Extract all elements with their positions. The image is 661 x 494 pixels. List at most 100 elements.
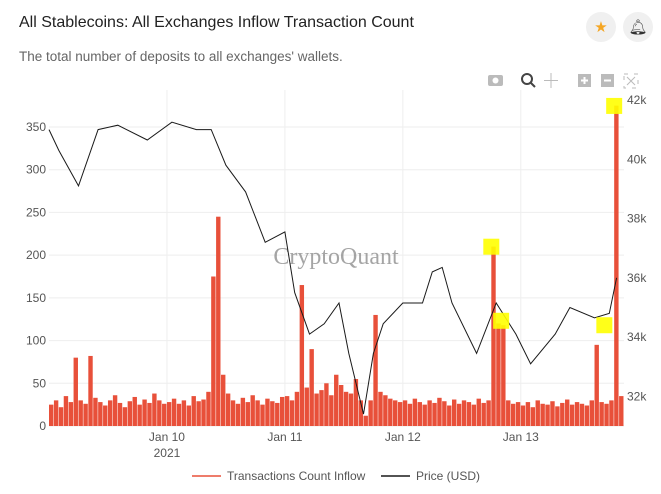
inflow-bar	[545, 404, 550, 426]
y-left-tick-label: 50	[33, 376, 47, 390]
y-left-tick-label: 0	[39, 419, 46, 433]
inflow-bar	[78, 400, 83, 426]
inflow-bar	[68, 402, 74, 426]
zoom-icon[interactable]	[521, 73, 536, 88]
inflow-bar	[53, 400, 59, 426]
highlight-marker	[596, 317, 613, 334]
inflow-bar	[373, 314, 378, 426]
inflow-bar	[166, 402, 172, 426]
inflow-bar	[432, 402, 437, 426]
x-tick-label: Jan 13	[503, 430, 539, 444]
y-left-tick-label: 250	[26, 205, 46, 219]
inflow-bar	[270, 401, 275, 426]
y-left-tick-label: 150	[26, 291, 46, 305]
inflow-bar	[447, 405, 452, 426]
pan-icon[interactable]	[544, 73, 558, 88]
highlight-marker	[493, 312, 510, 329]
legend: Transactions Count Inflow Price (USD)	[192, 469, 480, 483]
inflow-bar	[471, 404, 477, 426]
watermark: CryptoQuant	[273, 244, 399, 270]
inflow-bar	[142, 399, 147, 426]
inflow-bar	[496, 323, 501, 426]
inflow-bar	[329, 395, 334, 426]
inflow-bar	[299, 285, 305, 426]
inflow-bars	[49, 105, 624, 427]
inflow-bar	[491, 246, 496, 426]
inflow-bar	[58, 407, 64, 426]
inflow-bar	[98, 402, 103, 426]
inflow-bar	[417, 402, 422, 426]
inflow-bar	[235, 403, 241, 426]
price-line	[48, 121, 618, 415]
inflow-bar	[255, 400, 260, 426]
favorite-button[interactable]: ★	[586, 12, 616, 42]
page-title: All Stablecoins: All Exchanges Inflow Tr…	[19, 14, 414, 31]
inflow-bar	[309, 349, 314, 426]
y-left-tick-label: 200	[26, 248, 46, 262]
zoom-out-icon[interactable]	[601, 74, 614, 87]
autoscale-icon[interactable]	[623, 73, 639, 89]
inflow-bar	[506, 400, 511, 426]
inflow-bar	[284, 396, 290, 426]
inflow-bar	[368, 400, 373, 426]
highlight-marker	[606, 97, 623, 114]
inflow-bar	[201, 399, 206, 426]
inflow-bar	[481, 402, 486, 426]
inflow-bar	[250, 395, 255, 426]
inflow-bar	[162, 403, 167, 426]
inflow-bar	[88, 355, 93, 426]
inflow-bar	[461, 400, 467, 426]
inflow-bar	[211, 276, 216, 426]
legend-inflow: Transactions Count Inflow	[227, 469, 366, 483]
inflow-bar	[348, 393, 354, 426]
y-right-tick-label: 42k	[627, 93, 647, 107]
inflow-bar	[343, 391, 349, 426]
inflow-bar	[147, 402, 152, 426]
inflow-bar	[515, 402, 521, 426]
inflow-bar	[619, 396, 624, 426]
x-tick-sublabel: 2021	[154, 446, 181, 460]
inflow-bar	[456, 403, 462, 426]
inflow-bar	[196, 401, 201, 426]
inflow-bar	[216, 216, 221, 426]
inflow-bar	[112, 395, 118, 426]
inflow-bar	[260, 404, 265, 426]
inflow-bar	[378, 391, 383, 426]
y-right-tick-label: 32k	[627, 389, 647, 403]
inflow-bar	[599, 402, 604, 426]
inflow-bar	[221, 374, 226, 426]
inflow-bar	[186, 405, 192, 426]
inflow-bar	[520, 405, 526, 426]
inflow-bar	[324, 383, 329, 426]
inflow-bar	[584, 405, 590, 426]
inflow-bar	[245, 402, 250, 426]
inflow-bar	[304, 387, 309, 426]
camera-icon[interactable]	[488, 75, 503, 86]
inflow-bar	[63, 396, 69, 426]
inflow-bar	[569, 404, 575, 426]
inflow-bar	[530, 407, 536, 426]
highlight-marker	[483, 238, 500, 255]
y-left-tick-label: 350	[26, 120, 46, 134]
x-tick-label: Jan 10	[149, 430, 185, 444]
inflow-bar	[427, 400, 432, 426]
inflow-bar	[93, 397, 98, 426]
inflow-bar	[358, 400, 364, 426]
inflow-bar	[289, 400, 295, 426]
inflow-bar	[412, 398, 418, 426]
inflow-bar	[476, 398, 481, 426]
inflow-bar	[486, 400, 491, 426]
star-icon: ★	[594, 19, 608, 36]
inflow-bar	[579, 403, 585, 426]
inflow-bar	[132, 396, 137, 426]
inflow-bar	[555, 406, 560, 426]
inflow-bar	[442, 401, 447, 426]
inflow-bar	[393, 400, 398, 426]
inflow-bar	[279, 396, 285, 426]
inflow-bar	[388, 398, 393, 426]
bell-icon: 🔔︎	[628, 19, 648, 36]
inflow-bar	[565, 399, 570, 426]
legend-price: Price (USD)	[416, 469, 480, 483]
zoom-in-icon[interactable]	[578, 74, 591, 87]
alert-button[interactable]: 🔔︎	[623, 12, 653, 42]
